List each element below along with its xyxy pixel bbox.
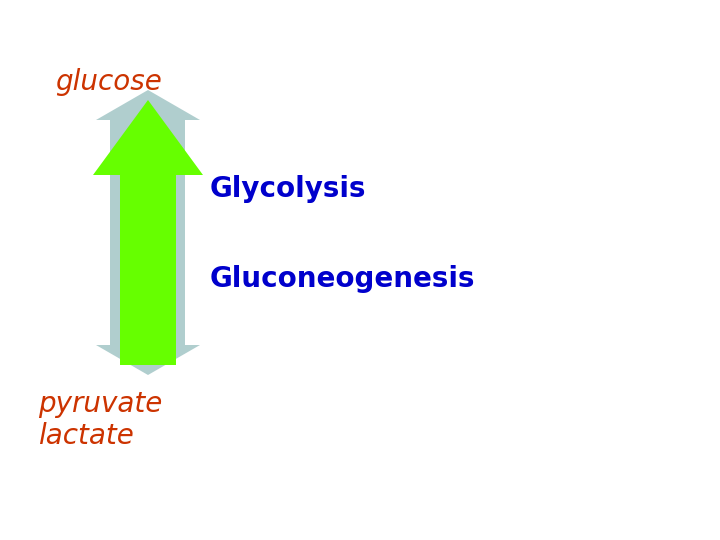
Polygon shape bbox=[93, 100, 203, 365]
Text: pyruvate
lactate: pyruvate lactate bbox=[38, 390, 163, 450]
Text: Gluconeogenesis: Gluconeogenesis bbox=[210, 265, 475, 293]
Text: glucose: glucose bbox=[55, 68, 162, 96]
Polygon shape bbox=[96, 345, 200, 375]
Bar bbox=[110, 120, 185, 345]
Text: Glycolysis: Glycolysis bbox=[210, 175, 366, 203]
Polygon shape bbox=[96, 90, 200, 120]
